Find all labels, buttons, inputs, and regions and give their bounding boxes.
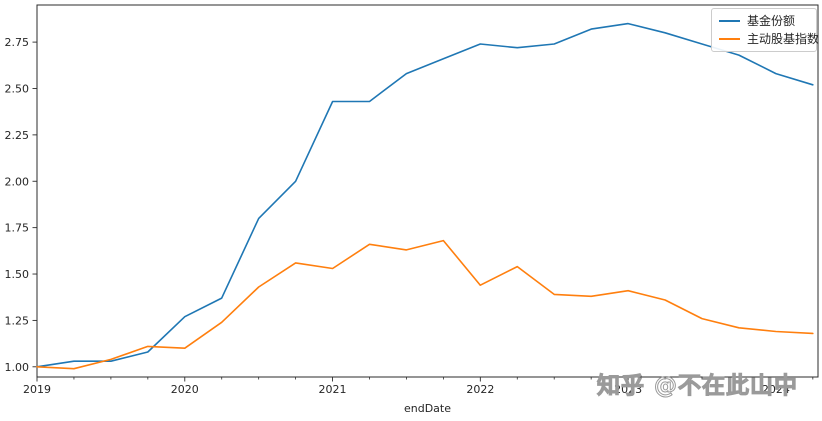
plot-border	[36, 4, 819, 378]
x-tick-label: 2021	[319, 383, 347, 396]
x-tick-label: 2024	[762, 383, 790, 396]
legend-label: 基金份额	[747, 14, 796, 28]
y-tick-label: 2.00	[5, 175, 30, 188]
legend-line-icon	[719, 38, 740, 40]
x-tick-label: 2023	[614, 383, 642, 396]
y-tick-label: 2.25	[5, 129, 30, 142]
x-axis-title: endDate	[403, 402, 451, 415]
legend-item-fund-shares: 基金份额	[719, 14, 808, 28]
legend-line-icon	[719, 20, 740, 22]
y-tick-label: 2.75	[5, 36, 30, 49]
legend-item-active-equity-index: 主动股基指数	[719, 32, 819, 46]
y-tick-label: 1.75	[5, 222, 30, 235]
series-line-series1	[36, 22, 814, 368]
legend: 基金份额 主动股基指数	[711, 8, 819, 52]
y-tick-label: 1.50	[5, 268, 30, 281]
series-line-series2	[36, 239, 814, 370]
watermark: 知乎 @不在此山中	[596, 373, 799, 400]
x-tick-label: 2020	[171, 383, 199, 396]
legend-label: 主动股基指数	[747, 32, 820, 46]
y-tick-label: 1.00	[5, 361, 30, 374]
y-tick-label: 1.25	[5, 314, 30, 327]
y-tick-label: 2.50	[5, 82, 30, 95]
x-tick-label: 2019	[23, 383, 51, 396]
x-tick-label: 2022	[466, 383, 494, 396]
